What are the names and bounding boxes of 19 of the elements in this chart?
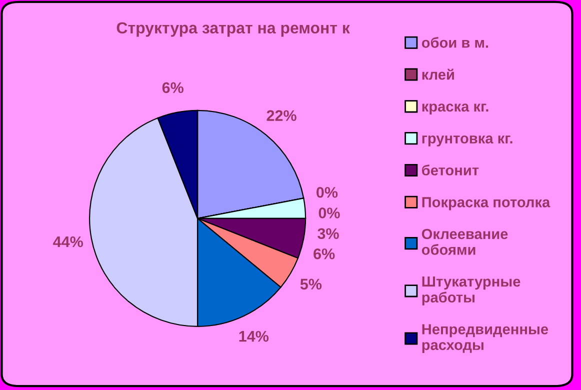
- legend-label: Штукатурные работы: [422, 276, 520, 306]
- data-label: 14%: [239, 330, 269, 342]
- legend-label: краска кг.: [422, 104, 488, 115]
- data-label: 5%: [300, 278, 322, 290]
- legend-label: Непредвиденные расходы: [422, 324, 548, 353]
- legend-label: Покраска потолка: [422, 197, 550, 210]
- text: 0%: [316, 186, 338, 198]
- data-label: 22%: [266, 110, 296, 121]
- data-label: 44%: [53, 236, 83, 248]
- data-label: 6%: [314, 248, 335, 260]
- legend-label: грунтовка кг.: [422, 136, 512, 146]
- data-label: 3%: [318, 228, 339, 240]
- legend-label: обои в м.: [422, 36, 488, 48]
- data-label: 6%: [162, 82, 184, 94]
- chart-title: Структура затрат на ремонт к: [116, 22, 350, 37]
- legend-label: Оклеевание обоями: [422, 228, 508, 255]
- legend-label: клей: [422, 68, 454, 80]
- legend-label: бетонит: [422, 164, 479, 176]
- text: 0%: [318, 208, 340, 218]
